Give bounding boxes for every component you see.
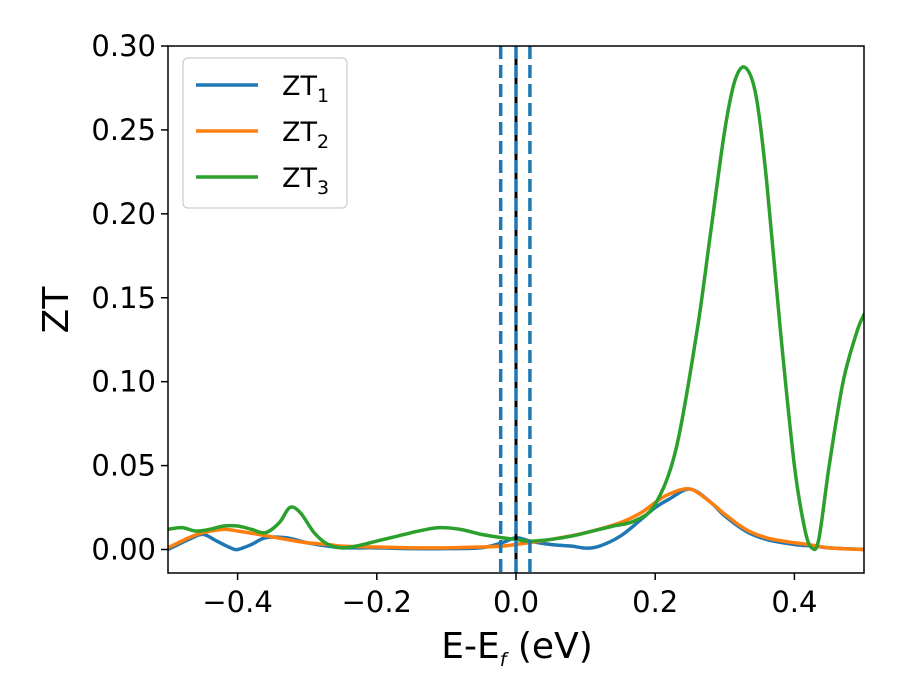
- x-axis-title-unit: (eV): [506, 626, 592, 667]
- y-tick-label: 0.10: [91, 365, 156, 399]
- legend-label-1: ZT1: [282, 71, 329, 107]
- x-tick-label: 0.0: [493, 585, 539, 619]
- vertical-lines: [498, 46, 532, 573]
- x-tick-label: 0.2: [632, 585, 678, 619]
- y-tick-label: 0.05: [91, 449, 156, 483]
- legend: ZT1 ZT2 ZT3: [182, 57, 348, 209]
- y-axis-title: ZT: [36, 286, 77, 334]
- y-axis-ticks: 0.00 0.05 0.10 0.15 0.20 0.25 0.30: [91, 29, 168, 567]
- legend-label-3: ZT3: [282, 163, 329, 199]
- x-axis-title-subscript: f: [500, 649, 510, 671]
- series-line-3: [168, 65, 864, 552]
- x-tick-label: 0.4: [771, 585, 817, 619]
- x-axis-title-main: E-E: [441, 626, 499, 667]
- x-tick-label: −0.2: [342, 585, 412, 619]
- legend-items: ZT1 ZT2 ZT3: [196, 71, 329, 199]
- y-tick-label: 0.20: [91, 197, 156, 231]
- x-tick-label: −0.4: [202, 585, 272, 619]
- x-axis-ticks: −0.4 −0.2 0.0 0.2 0.4: [202, 573, 817, 619]
- y-tick-label: 0.00: [91, 533, 156, 567]
- x-axis-title: E-Ef (eV): [441, 626, 593, 671]
- legend-label-2: ZT2: [282, 117, 329, 153]
- y-tick-label: 0.15: [91, 281, 156, 315]
- y-tick-label: 0.25: [91, 113, 156, 147]
- legend-box: [182, 57, 348, 209]
- y-tick-label: 0.30: [91, 29, 156, 63]
